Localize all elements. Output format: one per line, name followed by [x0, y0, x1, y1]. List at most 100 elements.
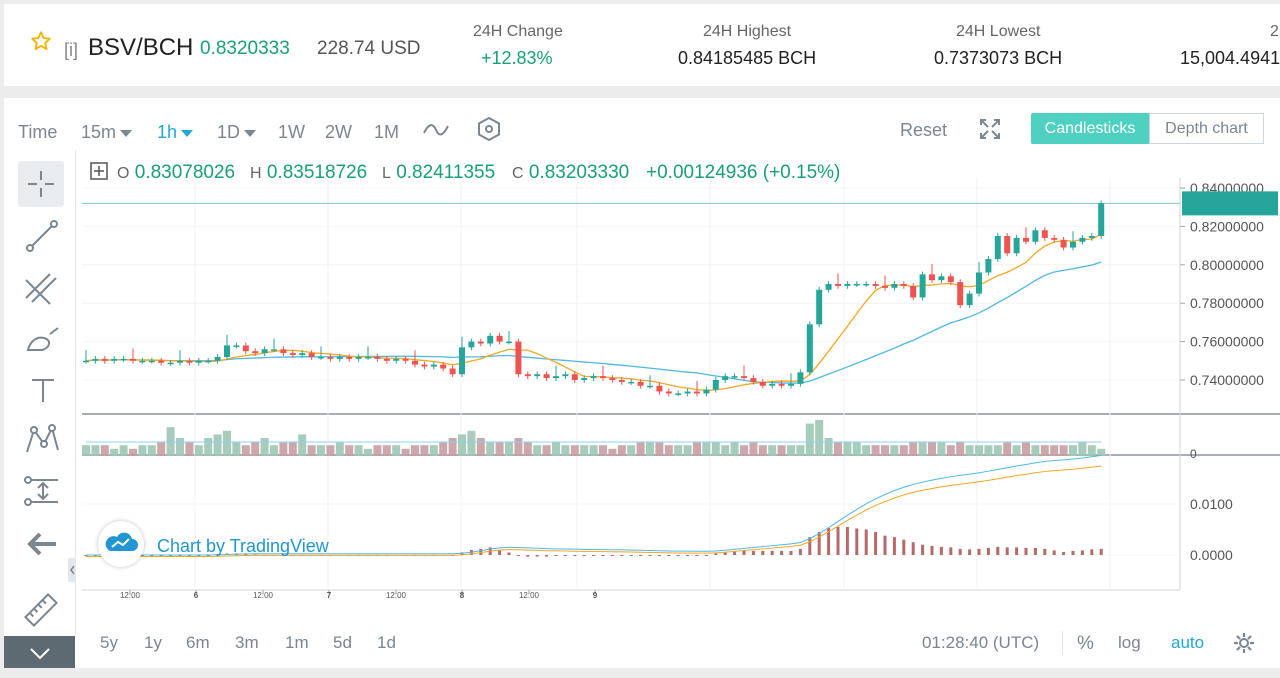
indicators-icon[interactable]: [476, 116, 502, 142]
candle: [590, 376, 597, 379]
interval-1w[interactable]: 1W: [278, 122, 305, 142]
volume-bar: [439, 441, 448, 456]
volume-bar: [711, 441, 720, 456]
candle: [355, 356, 362, 359]
chevron-down-icon: [244, 129, 257, 137]
candle: [759, 381, 766, 386]
watermark-text[interactable]: Chart by TradingView: [157, 536, 329, 556]
macd-histogram-bar: [535, 555, 539, 557]
range-5d[interactable]: 5d: [333, 633, 352, 652]
low-value: 0.82411355: [396, 162, 496, 183]
range-1d[interactable]: 1d: [377, 633, 396, 652]
range-5y[interactable]: 5y: [100, 633, 118, 652]
volume-bar: [740, 445, 748, 456]
candle: [1088, 236, 1095, 238]
volume-bar: [100, 445, 109, 456]
high-value: 0.83518726: [266, 162, 368, 183]
candle: [562, 374, 569, 377]
time-label: Time: [18, 122, 58, 142]
macd-histogram-bar: [855, 528, 859, 555]
candle: [449, 368, 456, 375]
volume-bar: [965, 445, 974, 456]
volume-bar: [204, 438, 213, 456]
volume-bar: [119, 445, 128, 456]
pattern-icon[interactable]: [22, 422, 62, 458]
macd-histogram-bar: [1043, 548, 1047, 555]
volume-bar: [702, 441, 711, 456]
ruler-icon[interactable]: [22, 592, 60, 628]
info-icon[interactable]: [i]: [64, 40, 79, 60]
fib-tool-icon[interactable]: [22, 270, 60, 306]
interval-1d[interactable]: 1D: [217, 122, 257, 143]
tradingview-logo[interactable]: [98, 521, 144, 567]
volume-bar: [852, 441, 861, 456]
candle: [835, 284, 841, 286]
candle: [83, 360, 89, 363]
macd-histogram-bar: [1071, 550, 1075, 555]
candlesticks-button[interactable]: Candlesticks: [1031, 113, 1149, 144]
macd-histogram-bar: [977, 548, 981, 555]
time-tick-label: 12:00: [120, 591, 141, 600]
auto-toggle[interactable]: auto: [1171, 633, 1205, 652]
candle: [938, 276, 945, 281]
percent-toggle[interactable]: %: [1077, 633, 1094, 654]
volume-bar: [1040, 445, 1049, 456]
collapse-legend-icon[interactable]: [90, 162, 108, 180]
crosshair-tool[interactable]: [18, 161, 64, 207]
range-1y[interactable]: 1y: [144, 633, 162, 652]
volume-bar: [401, 448, 410, 456]
fullscreen-icon[interactable]: [979, 118, 1001, 140]
gear-icon[interactable]: [1233, 632, 1255, 654]
candle: [365, 356, 371, 359]
brush-icon[interactable]: [22, 322, 62, 358]
candle: [130, 358, 136, 361]
candle: [1060, 239, 1067, 248]
chart-style-icon[interactable]: [422, 120, 450, 140]
range-6m[interactable]: 6m: [186, 633, 210, 652]
candle: [947, 276, 954, 283]
volume-bar: [993, 445, 1002, 456]
reset-button[interactable]: Reset: [900, 120, 948, 140]
trend-line-icon[interactable]: [24, 218, 60, 254]
volume-bar: [834, 441, 842, 456]
volume-bar: [1069, 445, 1077, 456]
candle: [205, 360, 212, 363]
candle: [825, 284, 832, 290]
arrow-left-icon[interactable]: [26, 530, 60, 558]
candle: [966, 293, 973, 306]
interval-1h[interactable]: 1h: [157, 122, 194, 143]
volume-bar: [843, 441, 852, 456]
interval-1m[interactable]: 1M: [374, 122, 400, 142]
close-key: C: [512, 165, 524, 182]
star-icon[interactable]: [30, 30, 52, 52]
volume-bar: [1097, 448, 1106, 456]
candle: [618, 380, 625, 382]
candle: [1098, 203, 1105, 236]
measure-range-icon[interactable]: [22, 472, 62, 512]
chevron-down-icon: [120, 129, 133, 137]
volume-bar: [570, 445, 579, 456]
depth-chart-button[interactable]: Depth chart: [1149, 113, 1264, 144]
volume-bar: [646, 441, 654, 456]
candle: [1041, 230, 1048, 238]
volume-bar: [909, 441, 918, 456]
candle: [1013, 237, 1020, 254]
candle: [214, 356, 221, 361]
volume-bar: [552, 441, 560, 456]
candle: [957, 282, 964, 306]
interval-label: 1h: [157, 122, 178, 142]
interval-2w[interactable]: 2W: [325, 122, 352, 142]
collapse-toolbar-button[interactable]: [4, 636, 75, 668]
log-toggle[interactable]: log: [1118, 633, 1141, 652]
range-1m[interactable]: 1m: [285, 633, 309, 652]
macd-histogram-bar: [507, 552, 511, 555]
range-3m[interactable]: 3m: [235, 633, 259, 652]
macd-histogram-bar: [902, 539, 906, 555]
sidebar-toggle-handle[interactable]: [68, 558, 76, 582]
text-tool-icon[interactable]: [28, 374, 58, 406]
interval-15m[interactable]: 15m: [81, 122, 133, 143]
volume-bar: [787, 445, 795, 456]
volume-bar: [392, 445, 401, 456]
macd-histogram-bar: [789, 550, 793, 555]
